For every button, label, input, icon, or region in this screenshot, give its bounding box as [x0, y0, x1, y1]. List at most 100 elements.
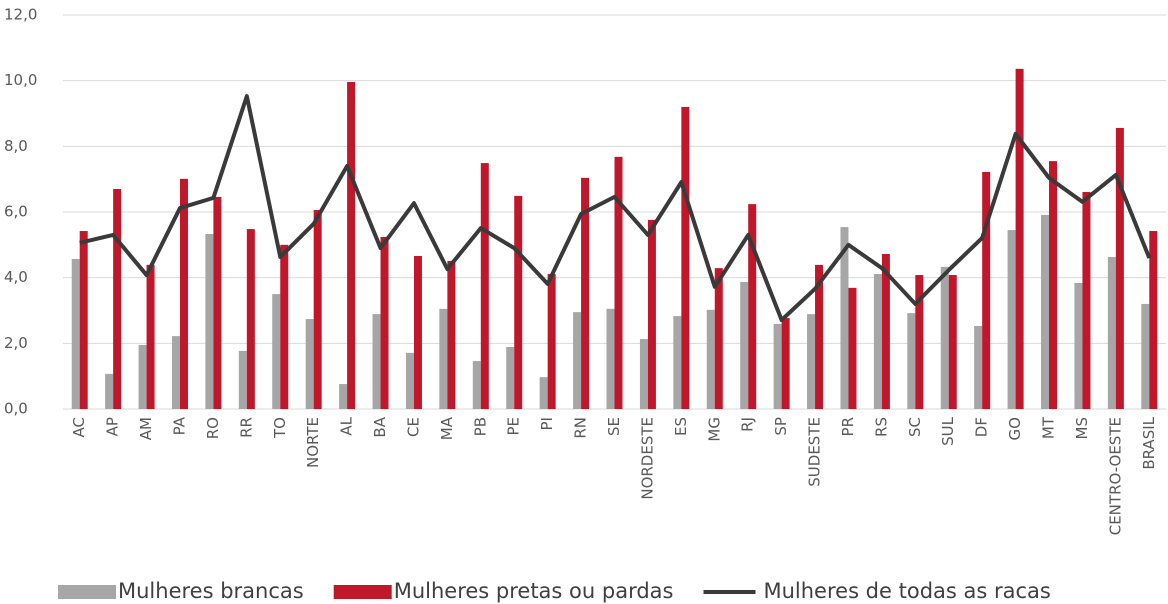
x-tick-label: SE [605, 417, 623, 436]
bar [907, 313, 916, 409]
y-tick-label: 2,0 [4, 334, 28, 352]
bar [673, 316, 682, 409]
x-tick-label: CE [404, 417, 422, 437]
bar [1115, 127, 1124, 410]
bar [647, 219, 656, 409]
bar [1007, 230, 1016, 409]
x-tick-label: SC [906, 417, 924, 437]
bar [781, 318, 790, 409]
x-tick-label: PB [471, 417, 489, 436]
bar [840, 227, 849, 409]
bar [380, 236, 389, 409]
bar [815, 264, 824, 409]
x-tick-label: MT [1040, 416, 1058, 439]
x-tick-label: MG [705, 417, 723, 442]
bar [413, 255, 422, 409]
bar [1041, 214, 1050, 409]
bar [807, 314, 816, 409]
bar [1107, 256, 1116, 409]
x-tick-label: MA [438, 416, 456, 440]
x-tick-label: SP [772, 417, 790, 436]
bar [372, 314, 381, 409]
bar [639, 339, 648, 409]
bar [581, 177, 590, 409]
bar [539, 377, 548, 409]
bar [714, 268, 723, 409]
legend-label: Mulheres de todas as racas [763, 579, 1050, 603]
bar [171, 336, 180, 409]
x-tick-label: RN [572, 417, 590, 439]
bar [681, 106, 690, 409]
x-tick-label: PR [839, 417, 857, 436]
x-tick-label: AP [104, 417, 122, 436]
bar [873, 274, 882, 409]
bar [405, 352, 414, 409]
bar [740, 281, 749, 409]
legend-swatch [333, 585, 392, 599]
x-tick-label: SUL [939, 416, 957, 446]
bar [514, 195, 523, 409]
bar [506, 346, 515, 409]
bar [748, 204, 757, 409]
bar [614, 156, 623, 409]
bar [71, 258, 80, 409]
y-tick-label: 10,0 [4, 71, 37, 89]
bar [974, 325, 983, 409]
bar [573, 312, 582, 409]
x-tick-label: NORTE [304, 417, 322, 468]
x-tick-label: PE [505, 417, 523, 436]
bar [79, 231, 88, 409]
x-tick-label: AL [338, 416, 356, 435]
bar [105, 373, 114, 409]
x-tick-label: NORDESTE [638, 417, 656, 500]
legend-label: Mulheres pretas ou pardas [394, 579, 674, 603]
y-tick-label: 12,0 [4, 6, 37, 24]
x-tick-label: SUDESTE [806, 417, 824, 487]
bar [982, 171, 991, 409]
bar [305, 319, 314, 409]
bar [213, 196, 222, 409]
bar [848, 287, 857, 409]
bar [347, 81, 356, 409]
y-tick-label: 6,0 [4, 203, 28, 221]
bar [313, 210, 322, 409]
x-tick-label: TO [271, 417, 289, 439]
x-tick-label: AM [137, 417, 155, 440]
bar [948, 275, 957, 409]
bar [472, 361, 481, 409]
x-tick-label: BRASIL [1140, 416, 1158, 469]
x-tick-label: PI [538, 417, 556, 430]
legend-swatch [58, 585, 116, 599]
bar [881, 254, 890, 409]
bar [606, 308, 615, 409]
x-tick-label: AC [70, 417, 88, 437]
x-tick-label: CENTRO-OESTE [1106, 417, 1124, 535]
bar [280, 244, 289, 409]
x-tick-label: RO [204, 417, 222, 439]
bar [179, 178, 188, 409]
bar [272, 294, 281, 409]
bar [915, 275, 924, 409]
bar [1049, 161, 1058, 409]
bar [1082, 191, 1091, 409]
bar [246, 229, 255, 409]
bar [1015, 68, 1024, 409]
bar [1074, 282, 1083, 409]
bar [113, 189, 122, 409]
x-tick-label: RS [872, 417, 890, 437]
legend-label: Mulheres brancas [118, 579, 304, 603]
bar [205, 233, 214, 409]
x-tick-label: ES [672, 417, 690, 436]
y-tick-label: 8,0 [4, 137, 28, 155]
y-tick-label: 0,0 [4, 400, 28, 418]
bar [138, 344, 147, 409]
x-tick-label: MS [1073, 417, 1091, 439]
bar [1141, 303, 1150, 409]
line [79, 94, 1152, 323]
bar [940, 266, 949, 409]
x-tick-label: RR [237, 417, 255, 438]
bar [480, 163, 489, 409]
bar [146, 264, 155, 409]
bar [238, 350, 247, 409]
bar [706, 309, 715, 409]
